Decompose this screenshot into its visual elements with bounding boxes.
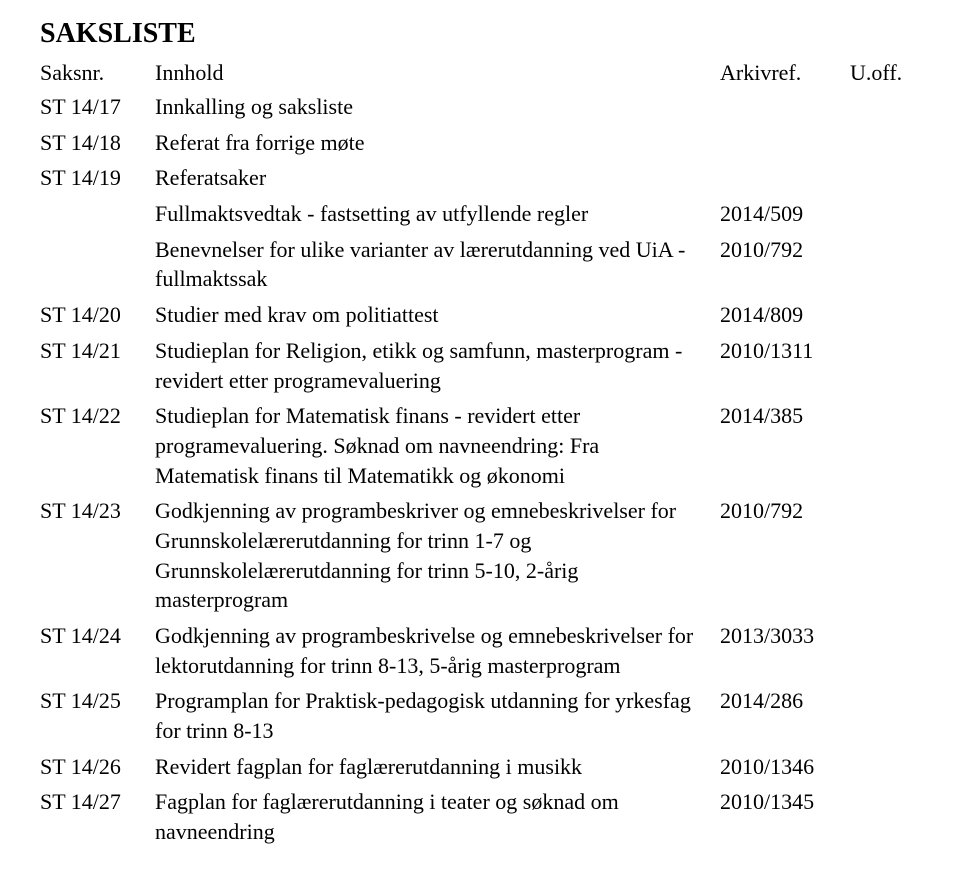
cell-arkivref: 2014/286 <box>720 686 850 716</box>
header-uoff: U.off. <box>850 60 920 86</box>
table-row: ST 14/24 Godkjenning av programbeskrivel… <box>40 621 920 680</box>
cell-saksnr: ST 14/23 <box>40 496 155 526</box>
cell-saksnr: ST 14/26 <box>40 752 155 782</box>
table-row: ST 14/18 Referat fra forrige møte <box>40 128 920 158</box>
page-title: SAKSLISTE <box>40 18 920 50</box>
cell-innhold: Godkjenning av programbeskriver og emneb… <box>155 496 720 615</box>
table-row: ST 14/27 Fagplan for faglærerutdanning i… <box>40 787 920 846</box>
cell-saksnr: ST 14/21 <box>40 336 155 366</box>
cell-innhold: Fullmaktsvedtak - fastsetting av utfylle… <box>155 199 720 229</box>
cell-innhold: Studieplan for Religion, etikk og samfun… <box>155 336 720 395</box>
table-row: ST 14/23 Godkjenning av programbeskriver… <box>40 496 920 615</box>
cell-arkivref: 2010/1346 <box>720 752 850 782</box>
cell-saksnr: ST 14/19 <box>40 163 155 193</box>
table-row: ST 14/25 Programplan for Praktisk-pedago… <box>40 686 920 745</box>
document-page: SAKSLISTE Saksnr. Innhold Arkivref. U.of… <box>0 0 960 893</box>
cell-saksnr: ST 14/20 <box>40 300 155 330</box>
cell-innhold: Programplan for Praktisk-pedagogisk utda… <box>155 686 720 745</box>
cell-arkivref: 2010/1345 <box>720 787 850 817</box>
cell-saksnr: ST 14/24 <box>40 621 155 651</box>
cell-innhold: Studieplan for Matematisk finans - revid… <box>155 401 720 490</box>
cell-saksnr: ST 14/22 <box>40 401 155 431</box>
header-arkivref: Arkivref. <box>720 60 850 86</box>
cell-arkivref: 2010/792 <box>720 496 850 526</box>
table-row: ST 14/20 Studier med krav om politiattes… <box>40 300 920 330</box>
header-saksnr: Saksnr. <box>40 60 155 86</box>
cell-innhold: Revidert fagplan for faglærerutdanning i… <box>155 752 720 782</box>
table-row: ST 14/22 Studieplan for Matematisk finan… <box>40 401 920 490</box>
cell-arkivref: 2010/792 <box>720 235 850 265</box>
table-row: ST 14/21 Studieplan for Religion, etikk … <box>40 336 920 395</box>
table-row: Benevnelser for ulike varianter av lærer… <box>40 235 920 294</box>
cell-saksnr: ST 14/18 <box>40 128 155 158</box>
cell-innhold: Innkalling og saksliste <box>155 92 720 122</box>
cell-innhold: Godkjenning av programbeskrivelse og emn… <box>155 621 720 680</box>
cell-saksnr: ST 14/27 <box>40 787 155 817</box>
cell-innhold: Referatsaker <box>155 163 720 193</box>
table-row: ST 14/26 Revidert fagplan for faglærerut… <box>40 752 920 782</box>
header-innhold: Innhold <box>155 60 720 86</box>
cell-arkivref: 2013/3033 <box>720 621 850 651</box>
cell-arkivref: 2010/1311 <box>720 336 850 366</box>
table-row: ST 14/17 Innkalling og saksliste <box>40 92 920 122</box>
table-row: ST 14/19 Referatsaker <box>40 163 920 193</box>
table-header-row: Saksnr. Innhold Arkivref. U.off. <box>40 60 920 86</box>
cell-arkivref: 2014/385 <box>720 401 850 431</box>
cell-saksnr: ST 14/17 <box>40 92 155 122</box>
cell-innhold: Benevnelser for ulike varianter av lærer… <box>155 235 720 294</box>
table-row: Fullmaktsvedtak - fastsetting av utfylle… <box>40 199 920 229</box>
cell-innhold: Studier med krav om politiattest <box>155 300 720 330</box>
cell-innhold: Fagplan for faglærerutdanning i teater o… <box>155 787 720 846</box>
cell-saksnr: ST 14/25 <box>40 686 155 716</box>
cell-arkivref: 2014/809 <box>720 300 850 330</box>
cell-innhold: Referat fra forrige møte <box>155 128 720 158</box>
cell-arkivref: 2014/509 <box>720 199 850 229</box>
